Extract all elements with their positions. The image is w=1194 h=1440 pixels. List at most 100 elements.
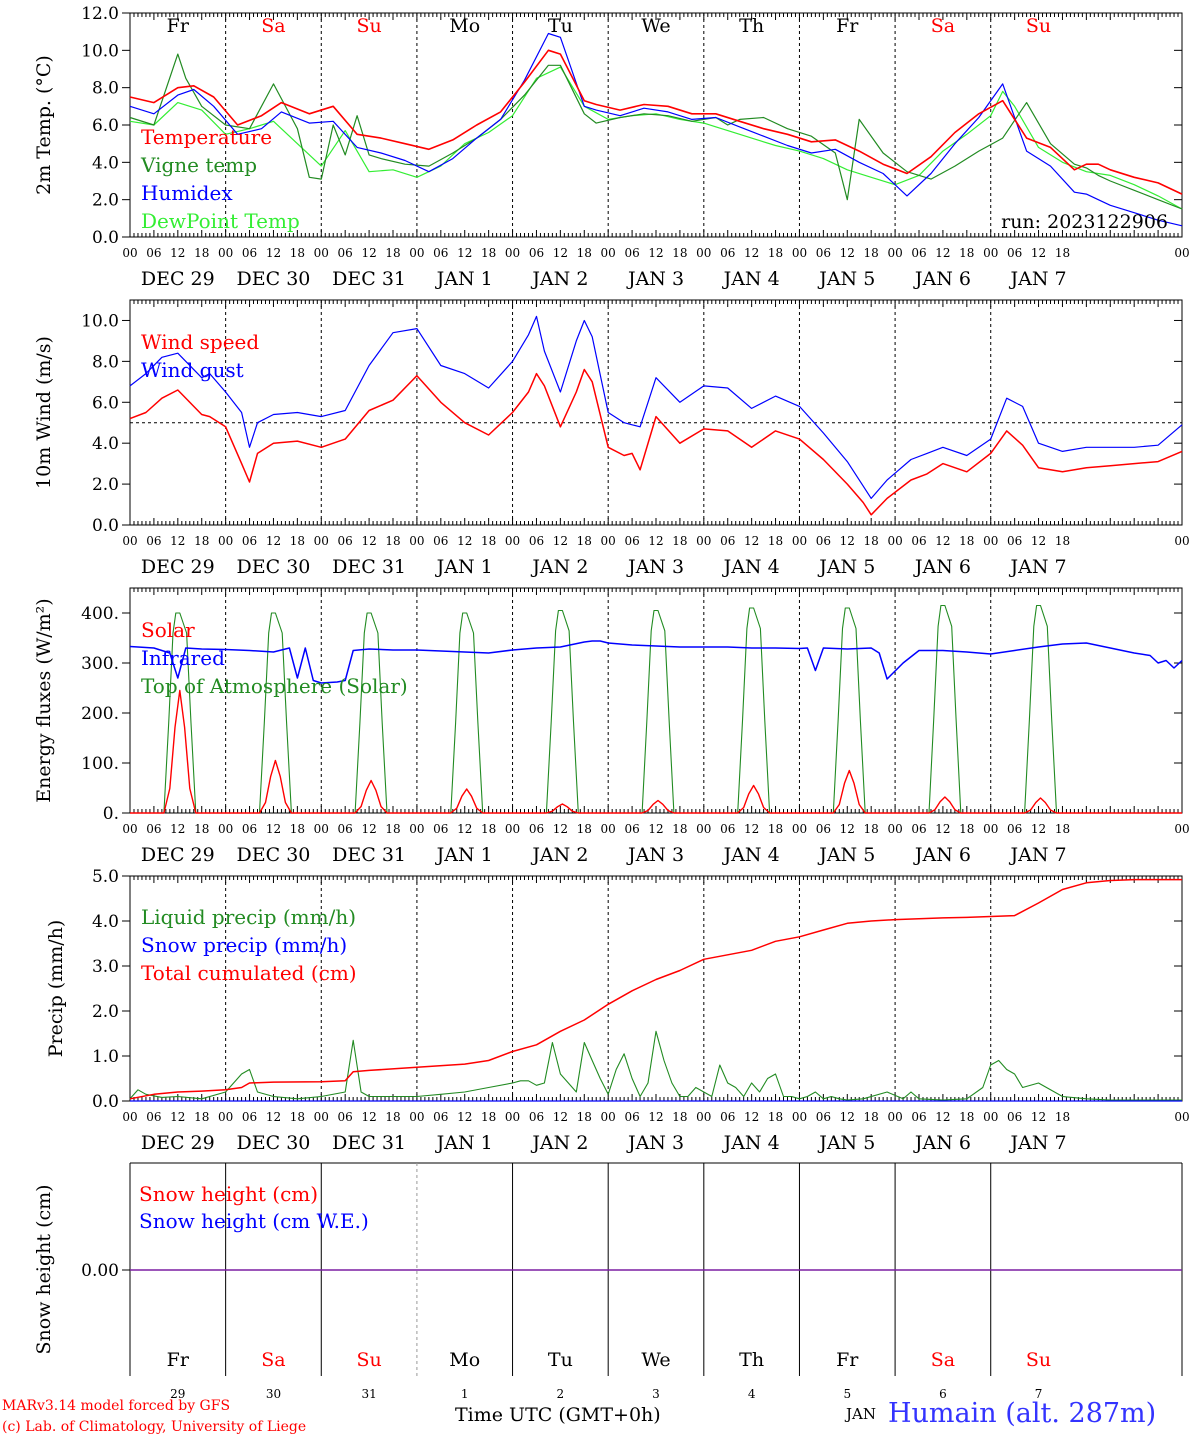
panel-1-day-name: Th — [739, 15, 764, 37]
panel-4-y-tick-label: 4.0 — [92, 912, 119, 932]
panel-5-day-number: 7 — [1035, 1387, 1043, 1401]
panel-4-hour-label: 12 — [840, 1110, 855, 1124]
temp-series-2 — [129, 32, 1183, 227]
panel-5-day-name: Tu — [548, 1349, 573, 1371]
panel-3-date-label: JAN 1 — [435, 844, 493, 866]
panel-5-day-number: 2 — [557, 1387, 565, 1401]
panel-1-hour-label: 18 — [577, 246, 592, 260]
panel-3-legend-infrared: Infrared — [141, 646, 225, 670]
panel-1-hour-label: 06 — [433, 246, 448, 260]
panel-2-hour-label: 12 — [840, 534, 855, 548]
panel-4-hour-label: 18 — [768, 1110, 783, 1124]
panel-1-day-name: Su — [1026, 15, 1051, 37]
panel-1-hour-label: 06 — [720, 246, 735, 260]
panel-1-hour-label: 00 — [1174, 246, 1189, 260]
panel-1-hour-label: 06 — [146, 246, 161, 260]
panel-2-y-tick-label: 8.0 — [92, 352, 119, 372]
panel-2-hour-label: 00 — [505, 534, 520, 548]
panel-2-y-tick-label: 4.0 — [92, 434, 119, 454]
panel-5-day-name: Su — [356, 1349, 381, 1371]
station-name: Humain (alt. 287m) — [888, 1398, 1157, 1429]
wind-speed-line — [129, 368, 1183, 516]
panel-5-day-name: Mo — [449, 1349, 480, 1371]
panel-2-hour-label: 18 — [481, 534, 496, 548]
panel-3-hour-label: 00 — [696, 822, 711, 836]
panel-3-legend-solar: Solar — [141, 618, 195, 642]
panel-1-hour-label: 12 — [170, 246, 185, 260]
panel-1-day-name: Mo — [449, 15, 480, 37]
panel-1-date-label: JAN 1 — [435, 268, 493, 290]
panel-3-y-tick-label: 200. — [81, 704, 119, 724]
panel-4-hour-label: 00 — [314, 1110, 329, 1124]
panel-3-hour-label: 18 — [577, 822, 592, 836]
panel-4-hour-label: 18 — [194, 1110, 209, 1124]
panel-1-date-label: DEC 30 — [237, 268, 311, 290]
panel-1-hour-label: 12 — [744, 246, 759, 260]
panel-4-hour-label: 12 — [266, 1110, 281, 1124]
panel-2-hour-label: 18 — [385, 534, 400, 548]
panel-3-hour-label: 12 — [935, 822, 950, 836]
panel-1-date-label: JAN 6 — [913, 268, 971, 290]
panel-3-date-label: DEC 30 — [237, 844, 311, 866]
toa-solar-line — [130, 604, 1182, 814]
panel-4-hour-label: 06 — [529, 1110, 544, 1124]
panel-3-hour-label: 18 — [1055, 822, 1070, 836]
panel-1-date-label: JAN 2 — [530, 268, 588, 290]
month-label: JAN — [846, 1405, 876, 1423]
panel-2-hour-label: 18 — [768, 534, 783, 548]
panel-3-hour-label: 18 — [959, 822, 974, 836]
panel-4-legend-liquid-precip-mm-h-: Liquid precip (mm/h) — [141, 905, 356, 929]
panel-4-hour-label: 00 — [1174, 1110, 1189, 1124]
solar-line — [130, 689, 1182, 814]
panel-2-date-label: JAN 2 — [530, 556, 588, 578]
panel-3-hour-label: 06 — [529, 822, 544, 836]
panel-5-day-number: 31 — [361, 1387, 376, 1401]
panel-1-hour-label: 18 — [864, 246, 879, 260]
panel-4-hour-label: 12 — [170, 1110, 185, 1124]
panel-3-y-axis-title: Energy fluxes (W/m²) — [33, 598, 55, 802]
panel-4-hour-label: 06 — [433, 1110, 448, 1124]
panel-4-hour-label: 00 — [218, 1110, 233, 1124]
panel-4-date-label: JAN 7 — [1008, 1132, 1066, 1154]
temp-series-3 — [129, 66, 1183, 210]
panel-5-day-name: Sa — [931, 1349, 955, 1371]
panel-3-date-label: JAN 3 — [626, 844, 684, 866]
panel-4-y-tick-label: 0.0 — [92, 1092, 119, 1112]
panel-4-hour-label: 06 — [624, 1110, 639, 1124]
wind-gust-line — [129, 315, 1183, 499]
panel-1-y-tick-label: 8.0 — [92, 79, 119, 99]
panel-3-hour-label: 00 — [505, 822, 520, 836]
panel-3-hour-label: 00 — [218, 822, 233, 836]
panel-2-hour-label: 06 — [338, 534, 353, 548]
panel-5-day-number: 1 — [461, 1387, 469, 1401]
panel-1-y-axis-title: 2m Temp. (°C) — [33, 55, 55, 195]
panel-5-day-name: Th — [739, 1349, 764, 1371]
panel-4-hour-label: 12 — [1031, 1110, 1046, 1124]
panel-1-hour-label: 18 — [959, 246, 974, 260]
run-label: run: 2023122906 — [1001, 211, 1168, 233]
panel-1-y-tick-label: 2.0 — [92, 191, 119, 211]
panel-5-y-tick-label: 0.00 — [81, 1261, 119, 1281]
panel-4-date-label: JAN 6 — [913, 1132, 971, 1154]
panel-5-day-number: 4 — [748, 1387, 756, 1401]
panel-2-y-axis-title: 10m Wind (m/s) — [33, 336, 55, 489]
panel-3-hour-label: 12 — [1031, 822, 1046, 836]
temp-series-0 — [129, 49, 1183, 195]
panel-2-hour-label: 12 — [266, 534, 281, 548]
panel-5-day-name: Sa — [261, 1349, 285, 1371]
panel-3-y-tick-label: 300. — [81, 654, 119, 674]
panel-4-y-axis-title: Precip (mm/h) — [45, 920, 67, 1058]
panel-4-date-label: JAN 3 — [626, 1132, 684, 1154]
panel-3-hour-label: 06 — [433, 822, 448, 836]
panel-4-hour-label: 18 — [481, 1110, 496, 1124]
panel-4-hour-label: 18 — [1055, 1110, 1070, 1124]
panel-2-hour-label: 00 — [887, 534, 902, 548]
panel-3-hour-label: 00 — [792, 822, 807, 836]
panel-4-hour-label: 18 — [385, 1110, 400, 1124]
panel-3-hour-label: 12 — [361, 822, 376, 836]
panel-1-legend-dewpoint-temp: DewPoint Temp — [141, 209, 300, 233]
panel-2-hour-label: 00 — [1174, 534, 1189, 548]
panel-4-hour-label: 00 — [983, 1110, 998, 1124]
panel-1-hour-label: 06 — [1007, 246, 1022, 260]
panel-4-y-tick-label: 3.0 — [92, 957, 119, 977]
